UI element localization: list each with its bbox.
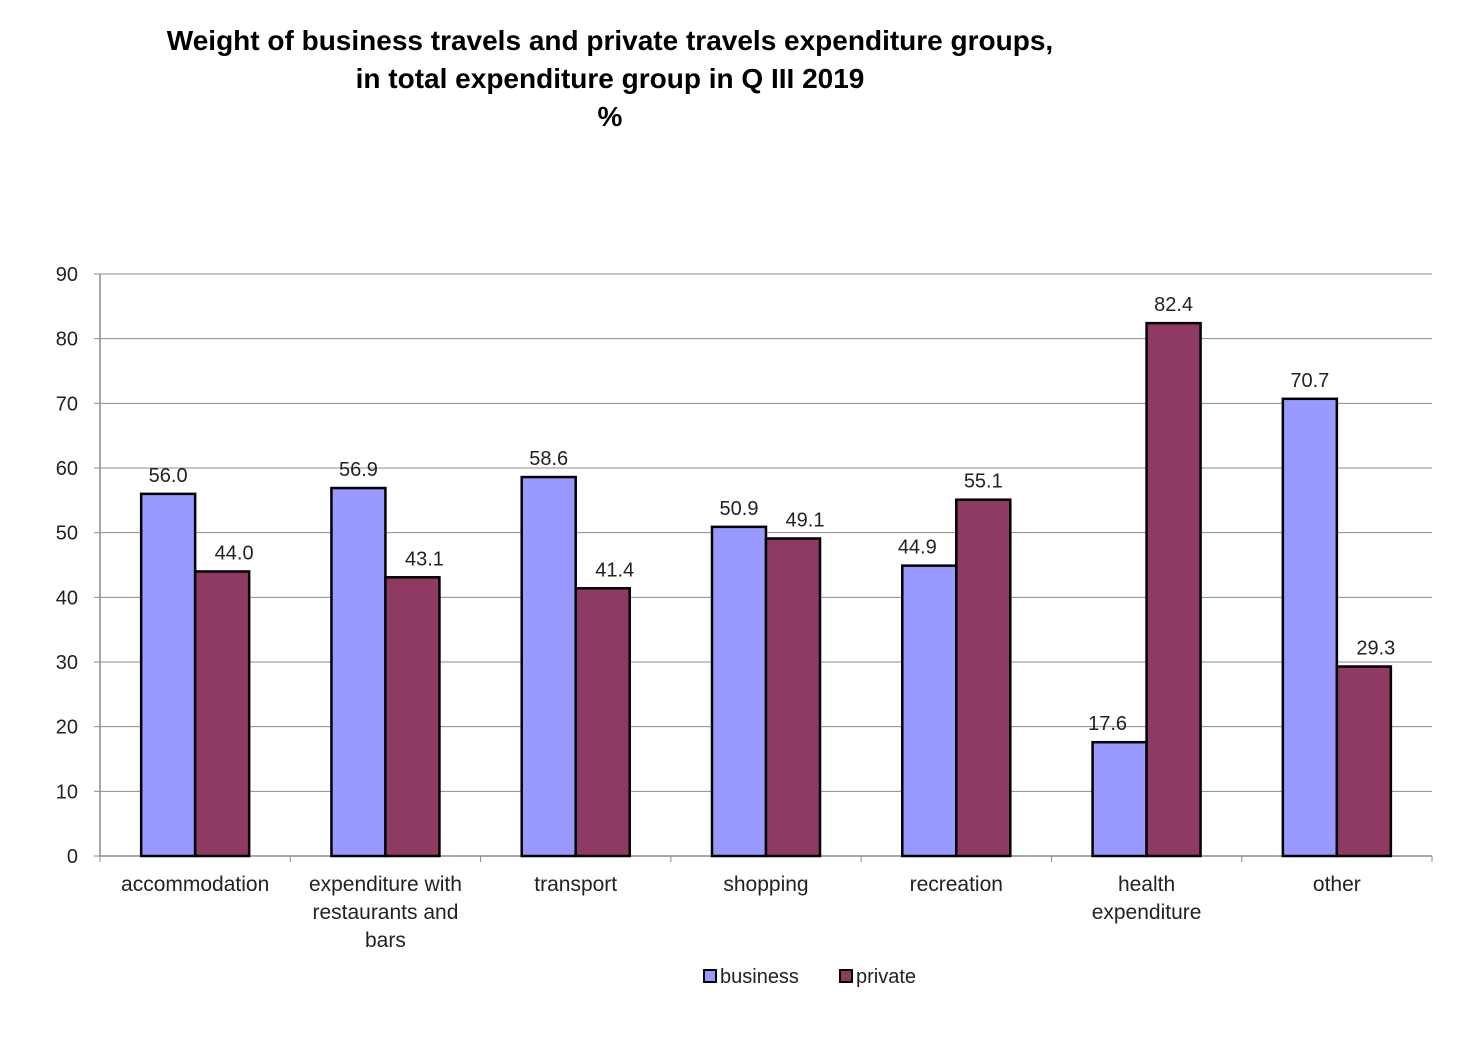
bar-business-7	[1281, 397, 1339, 858]
category-label: transport	[534, 873, 617, 896]
category-label-line: restaurants and	[312, 901, 458, 924]
data-label-business-3: 58.6	[529, 448, 568, 470]
y-tick-label: 90	[56, 264, 78, 286]
chart-title: Weight of business travels and private t…	[0, 22, 1220, 136]
bar-private-6	[1145, 321, 1202, 858]
chart-title-unit: %	[597, 101, 623, 132]
bar-private-5	[955, 498, 1012, 858]
legend-label-business: business	[720, 966, 799, 988]
y-tick-label: 10	[56, 781, 78, 803]
y-tick-label: 0	[67, 846, 78, 868]
chart-title-line-2: in total expenditure group in Q III 2019	[355, 63, 865, 94]
data-label-business-5: 44.9	[898, 537, 937, 559]
data-label-business-6: 17.6	[1088, 713, 1127, 735]
data-label-private-5: 55.1	[964, 471, 1003, 493]
category-label-line: bars	[365, 929, 406, 952]
y-tick-label: 60	[56, 458, 78, 480]
category-label: expenditure with restaurants and bars	[309, 873, 462, 952]
category-label-line: recreation	[910, 873, 1003, 896]
category-label: health expenditure	[1092, 873, 1202, 924]
bar-private-4	[764, 537, 822, 858]
category-label-line: expenditure with	[309, 873, 462, 896]
data-label-private-1: 44.0	[215, 542, 254, 564]
bar-private-3	[574, 587, 631, 858]
bar-private-7	[1335, 665, 1393, 858]
data-label-business-2: 56.9	[339, 459, 378, 481]
bar-business-5	[901, 564, 958, 858]
data-label-private-2: 43.1	[405, 548, 444, 570]
category-label-line: other	[1313, 873, 1361, 896]
legend-swatch-business	[703, 969, 717, 983]
y-tick-label: 80	[56, 329, 78, 351]
y-tick-label: 20	[56, 717, 78, 739]
data-label-business-4: 50.9	[720, 498, 759, 520]
data-label-private-7: 29.3	[1356, 638, 1395, 660]
data-label-private-4: 49.1	[786, 509, 825, 531]
category-label: recreation	[910, 873, 1003, 896]
category-label-line: expenditure	[1092, 901, 1202, 924]
bar-business-4	[710, 525, 768, 858]
data-label-private-3: 41.4	[595, 559, 634, 581]
category-label: other	[1313, 873, 1361, 896]
y-tick-label: 40	[56, 587, 78, 609]
category-label: accommodation	[121, 873, 269, 896]
legend-swatch-private	[839, 969, 853, 983]
chart-title-line-1: Weight of business travels and private t…	[166, 25, 1054, 56]
category-label-line: transport	[534, 873, 617, 896]
bar-business-1	[139, 492, 197, 858]
bar-business-2	[330, 486, 387, 858]
legend-label-private: private	[856, 966, 916, 988]
category-label-line: shopping	[723, 873, 808, 896]
category-label-line: accommodation	[121, 873, 269, 896]
y-tick-label: 30	[56, 652, 78, 674]
data-label-private-6: 82.4	[1154, 294, 1193, 316]
data-label-business-1: 56.0	[149, 465, 188, 487]
y-tick-label: 70	[56, 393, 78, 415]
category-label-line: health	[1118, 873, 1175, 896]
bar-private-2	[384, 576, 441, 858]
bar-business-6	[1091, 740, 1148, 858]
data-label-business-7: 70.7	[1290, 370, 1329, 392]
category-label: shopping	[723, 873, 808, 896]
bar-business-3	[520, 475, 577, 858]
y-tick-label: 50	[56, 523, 78, 545]
bar-private-1	[193, 570, 251, 858]
